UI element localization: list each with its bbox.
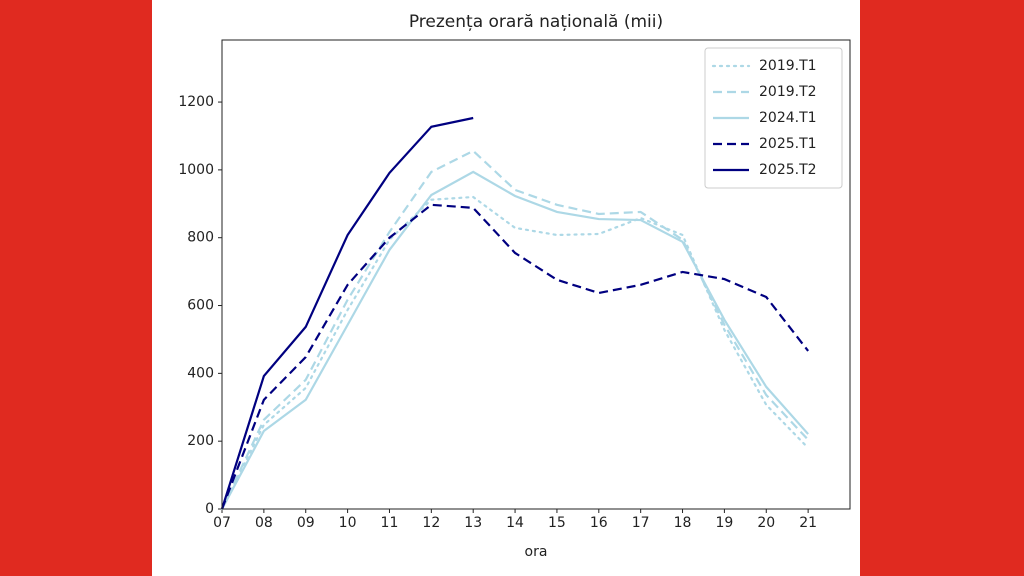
x-tick-label: 10 — [339, 515, 357, 531]
x-tick-label: 19 — [715, 515, 733, 531]
x-axis-label: ora — [525, 544, 548, 560]
series-line — [220, 116, 474, 510]
y-tick-label: 1000 — [178, 162, 214, 178]
plot-frame — [221, 39, 851, 510]
legend-label: 2019.T2 — [759, 84, 817, 100]
series-line — [220, 203, 810, 510]
x-tick-label: 11 — [381, 515, 399, 531]
y-tick-label: 600 — [187, 298, 214, 314]
background-right — [860, 0, 1024, 576]
x-tick-label: 08 — [255, 515, 273, 531]
legend-label: 2019.T1 — [759, 58, 817, 74]
legend-box — [704, 47, 843, 189]
y-tick-label: 200 — [187, 433, 214, 449]
x-tick-label: 15 — [548, 515, 566, 531]
legend-label: 2024.T1 — [759, 110, 817, 126]
x-tick-label: 17 — [632, 515, 650, 531]
x-tick-label: 09 — [297, 515, 315, 531]
legend-label: 2025.T1 — [759, 136, 817, 152]
x-tick-label: 14 — [506, 515, 524, 531]
series-line — [221, 149, 809, 510]
y-tick-label: 800 — [187, 230, 214, 246]
x-tick-label: 20 — [757, 515, 775, 531]
y-tick-label: 1200 — [178, 94, 214, 110]
x-tick-label: 18 — [674, 515, 692, 531]
y-tick-label: 0 — [205, 501, 214, 517]
x-tick-label: 07 — [213, 515, 231, 531]
x-tick-label: 13 — [464, 515, 482, 531]
y-tick-label: 400 — [187, 365, 214, 381]
x-tick-label: 12 — [422, 515, 440, 531]
series-line — [221, 170, 809, 510]
chart-title: Prezența orară națională (mii) — [409, 12, 663, 32]
legend-label: 2025.T2 — [759, 162, 817, 178]
x-tick-label: 16 — [590, 515, 608, 531]
x-tick-label: 21 — [799, 515, 817, 531]
background-left — [0, 0, 152, 576]
